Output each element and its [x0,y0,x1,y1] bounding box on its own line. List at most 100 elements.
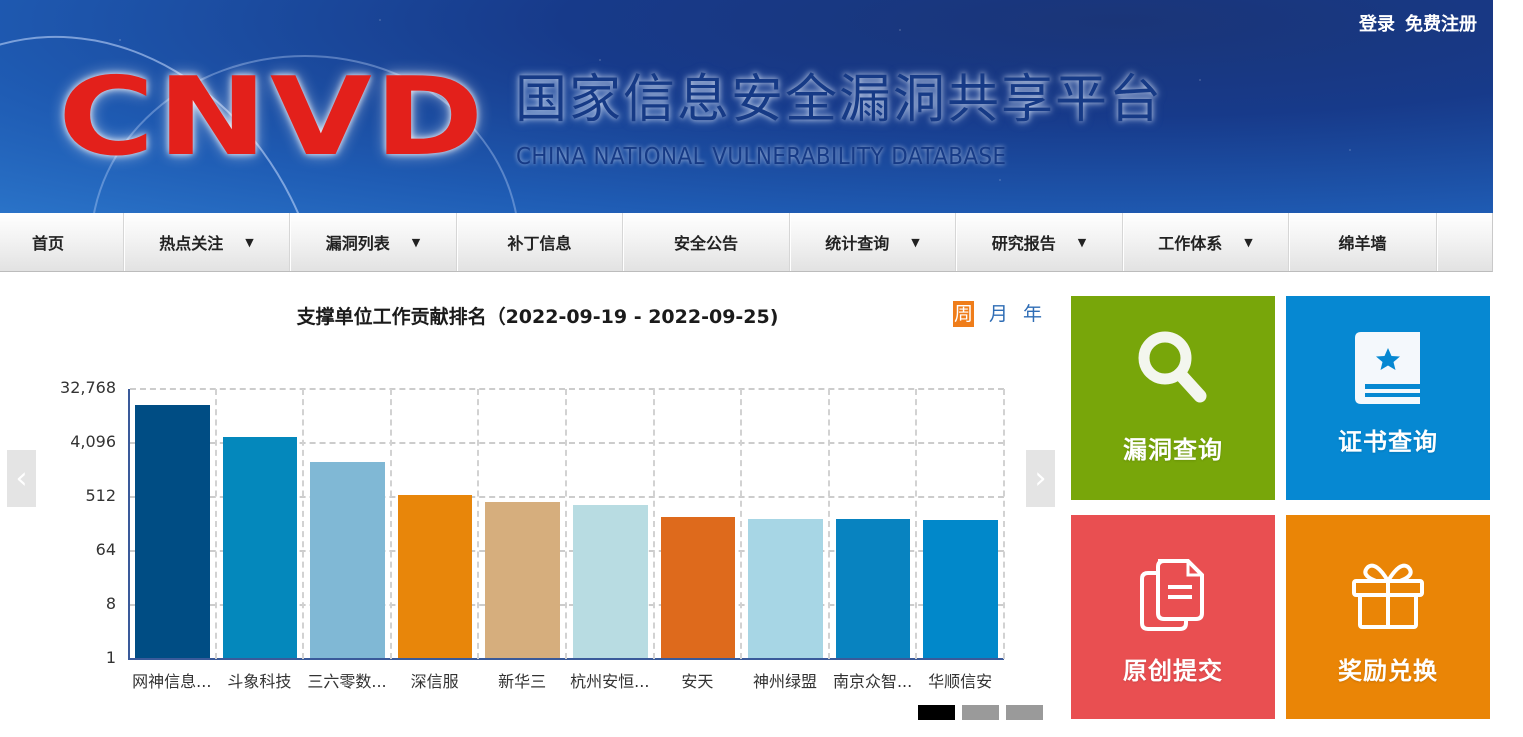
certificate-search-tile[interactable]: 证书查询 [1286,296,1490,500]
y-axis [128,389,130,660]
x-axis [128,658,1004,660]
y-tick-label: 4,096 [70,432,116,451]
site-title-en: CHINA NATIONAL VULNERABILITY DATABASE [516,144,1007,170]
x-tick-label: 网神信息... [132,672,212,691]
x-tick-label: 三六零数... [307,672,387,691]
search-icon [1138,331,1207,403]
pager-dot-1[interactable] [918,705,955,720]
bar[interactable] [222,437,298,658]
gridline-horizontal [130,496,1004,498]
caret-down-icon: ▼ [411,235,421,249]
nav-item-security-bulletins[interactable]: 安全公告 [623,213,790,271]
bar[interactable] [573,505,648,658]
y-tick-label: 32,768 [60,378,116,397]
bar[interactable] [923,519,998,658]
nav-item-statistics[interactable]: 统计查询 ▼ [790,213,956,271]
bar[interactable] [397,494,473,658]
caret-down-icon: ▼ [245,235,254,249]
x-tick-label: 华顺信安 [928,672,993,691]
gridline-vertical [477,389,480,659]
certificate-book-icon [1355,332,1420,404]
x-tick-label: 斗象科技 [227,672,292,691]
nav-item-hot-topics[interactable]: 热点关注 ▼ [124,213,290,271]
bar[interactable] [310,462,385,658]
chevron-right-icon: › [1034,461,1047,496]
slide-pager [918,705,1043,720]
reward-exchange-tile[interactable]: 奖励兑换 [1286,515,1490,719]
y-tick-label: 8 [105,594,116,613]
gridline-horizontal [130,388,1004,390]
main-nav: 首页 热点关注 ▼ 漏洞列表 ▼ 补丁信息 安全公告 统计查询 ▼ 研究报告 ▼… [0,213,1493,272]
next-slide-button[interactable]: › [1026,450,1055,507]
nav-item-vuln-list[interactable]: 漏洞列表 ▼ [290,213,457,271]
caret-down-icon: ▼ [1077,235,1087,249]
y-tick-label: 512 [85,486,116,505]
caret-down-icon: ▼ [1244,235,1253,249]
nav-label: 安全公告 [673,234,738,253]
tile-label: 原创提交 [1123,657,1223,685]
pager-dot-2[interactable] [962,705,999,720]
gridline-vertical [740,389,743,659]
gridline-vertical [652,389,655,659]
tile-label: 漏洞查询 [1123,436,1223,464]
x-tick-label: 杭州安恒... [570,672,650,691]
bar[interactable] [748,519,823,658]
period-switch: 周 月 年 [953,301,1042,327]
gridline-vertical [214,389,217,659]
gridline-horizontal [130,442,1004,444]
nav-item-sheep-wall[interactable]: 绵羊墙 [1289,213,1437,271]
gridline-vertical [915,389,918,659]
gridline-horizontal [130,550,1004,552]
period-tab-week[interactable]: 周 [953,301,975,327]
gift-icon [1352,563,1424,629]
header-banner: CNVD 国家信息安全漏洞共享平台 CHINA NATIONAL VULNERA… [0,0,1493,213]
nav-item-home[interactable]: 首页 [0,213,124,271]
gridline-vertical [1003,389,1005,659]
contribution-ranking-panel: 支撑单位工作贡献排名（2022-09-19 - 2022-09-25) 周 月 … [0,272,1065,737]
bar-chart-plot [128,388,1005,660]
auth-links: 登录 免费注册 [1359,10,1477,36]
login-link[interactable]: 登录 [1359,14,1395,35]
nav-item-research-reports[interactable]: 研究报告 ▼ [956,213,1123,271]
nav-label: 热点关注 [159,234,224,253]
x-tick-label: 南京众智... [832,672,913,691]
gridline-vertical [565,389,567,659]
nav-label: 研究报告 [991,234,1056,253]
bar[interactable] [135,405,210,658]
pager-dot-3[interactable] [1006,705,1043,720]
gridline-vertical [827,389,830,659]
register-link[interactable]: 免费注册 [1405,14,1477,35]
vuln-search-tile[interactable]: 漏洞查询 [1071,296,1275,500]
nav-label: 补丁信息 [507,234,572,253]
caret-down-icon: ▼ [911,235,920,249]
nav-item-patches[interactable]: 补丁信息 [457,213,623,271]
nav-label: 统计查询 [825,234,890,253]
period-tab-year[interactable]: 年 [1023,303,1043,325]
y-tick-label: 1 [105,648,116,667]
document-copy-icon [1140,559,1204,631]
x-tick-label: 深信服 [410,672,459,691]
prev-slide-button[interactable]: ‹ [7,450,36,507]
bar[interactable] [485,502,560,658]
original-submission-tile[interactable]: 原创提交 [1071,515,1275,719]
y-tick-label: 64 [95,540,116,559]
bar[interactable] [660,517,736,658]
chart-title: 支撑单位工作贡献排名（2022-09-19 - 2022-09-25) [296,306,779,328]
x-tick-label: 安天 [681,672,714,691]
gridline-vertical [389,389,392,659]
period-tab-month[interactable]: 月 [989,303,1009,325]
gridline-horizontal [130,604,1004,606]
nav-label: 工作体系 [1158,234,1223,253]
x-tick-label: 神州绿盟 [752,672,817,691]
nav-item-work-system[interactable]: 工作体系 ▼ [1123,213,1289,271]
gridline-vertical [302,389,305,659]
x-tick-label: 新华三 [498,672,547,691]
nav-label: 漏洞列表 [325,234,390,253]
tile-label: 奖励兑换 [1338,657,1438,685]
bar[interactable] [835,519,911,658]
chevron-left-icon: ‹ [15,461,28,496]
tile-label: 证书查询 [1338,428,1438,456]
nav-label: 绵羊墙 [1338,234,1387,253]
cnvd-logo[interactable]: CNVD [58,55,487,180]
nav-label: 首页 [32,234,65,253]
